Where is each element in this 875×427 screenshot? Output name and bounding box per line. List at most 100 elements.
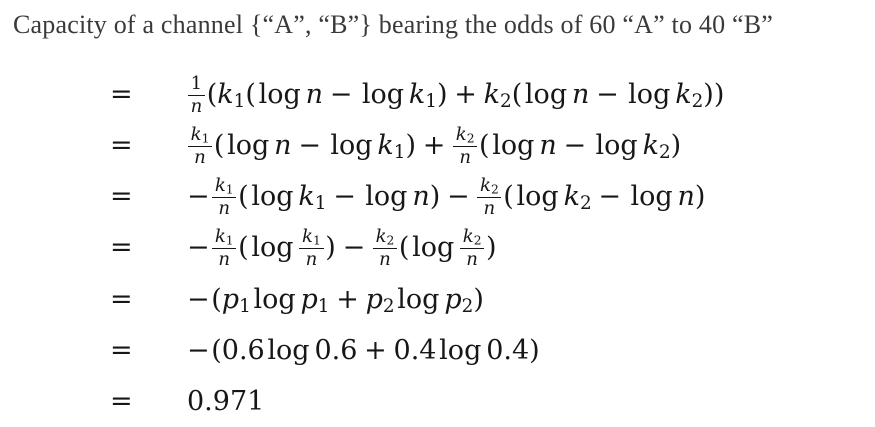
math-unary-minus: − — [187, 334, 210, 366]
math-operator: − — [342, 231, 366, 263]
math-text: 0.971 — [187, 385, 265, 417]
math-function: log — [251, 180, 294, 212]
subscript: 2 — [490, 182, 499, 197]
equation-rhs: − k1 n (log k1− log n) − k2 n (log k2− log n) — [187, 176, 705, 218]
equation-line: = − k1 n (log k1 n) − k2 n (log k2 n) — [110, 227, 497, 269]
math-variable: n — [305, 78, 324, 110]
fraction-denominator: n — [477, 198, 501, 219]
equation-rhs: 1 n (k1(log n − log k1) + k2(log n − log k2)) — [187, 74, 725, 116]
fraction-denominator: n — [212, 198, 236, 219]
math-function: log — [516, 180, 559, 212]
fraction: k2 n — [372, 225, 398, 270]
equation-line: = 0.971 — [110, 386, 264, 417]
fraction-denominator: n — [212, 249, 236, 270]
subscript: 1 — [425, 90, 437, 112]
math-function: log — [439, 334, 482, 366]
fraction-denominator: n — [460, 249, 484, 270]
math-variable: n — [194, 146, 206, 168]
math-function: log — [253, 283, 296, 315]
subscript: 1 — [314, 192, 327, 214]
math-variable: p1 — [221, 283, 251, 317]
math-variable: n — [677, 180, 695, 212]
equation-line: = 1 n (k1(log n − log k1) + k2(log n − log k2)) — [110, 74, 724, 116]
subscript: 1 — [393, 141, 406, 163]
math-operator: + — [454, 78, 477, 110]
math-variable: p2 — [365, 283, 395, 317]
math-text: ( — [213, 129, 225, 161]
subscript: 1 — [312, 233, 321, 248]
math-variable: k1 — [298, 180, 327, 214]
math-function: log — [524, 78, 568, 110]
math-function: log — [412, 231, 455, 263]
equation-rows: = 1 n (k1(log n − log k1) + k2(log n − log k2)) = k1 n (l… — [0, 70, 875, 427]
math-operator: + — [364, 334, 387, 366]
fraction-numerator: k1 — [187, 123, 213, 147]
math-unary-minus: − — [187, 180, 210, 212]
equals-sign: = — [110, 334, 133, 366]
equals-sign: = — [110, 180, 133, 212]
subscript: 2 — [386, 233, 395, 248]
math-text: ( — [479, 129, 490, 161]
fraction-numerator: k2 — [460, 227, 485, 249]
math-variable: n — [459, 146, 471, 168]
equation-rhs: − k1 n (log k1 n) − k2 n (log k2 n) — [187, 227, 497, 269]
fraction-numerator: k2 — [372, 225, 398, 249]
math-variable: k2 — [375, 225, 395, 248]
math-variable: n — [190, 95, 203, 117]
subscript: 1 — [233, 90, 246, 112]
equals-sign: = — [110, 385, 133, 417]
math-unary-minus: − — [187, 231, 210, 263]
math-text: 1 — [190, 72, 203, 94]
math-operator: − — [563, 129, 587, 161]
equation-rhs: −(p1log p1 + p2log p2) — [187, 283, 484, 317]
math-text: 0.6 — [314, 334, 358, 366]
math-function: log — [227, 129, 270, 161]
subscript: 1 — [201, 131, 210, 146]
equation-row-1: = 1 n (k1(log n − log k1) + k2(log n − log k2)) — [0, 70, 875, 121]
subscript: 2 — [691, 90, 704, 112]
math-text: ( — [511, 78, 523, 110]
fraction-denominator: n — [373, 249, 397, 270]
fraction: k1 n — [299, 225, 324, 269]
math-function: log — [267, 334, 310, 366]
fraction-numerator: k2 — [453, 123, 478, 147]
math-operator: + — [336, 283, 359, 315]
math-variable: n — [571, 78, 590, 110]
math-variable: k1 — [217, 78, 246, 112]
equation-row-5: = −(p1log p1 + p2log p2) — [0, 274, 875, 325]
equation-rhs: 0.971 — [187, 386, 264, 417]
math-text: ) — [405, 129, 417, 161]
equation-row-4: = − k1 n (log k1 n) − k2 n (log k2 n) — [0, 223, 875, 274]
math-operator: + — [422, 129, 446, 161]
math-variable: k2 — [455, 123, 475, 146]
math-text: ( — [503, 180, 514, 212]
math-variable: k1 — [302, 225, 321, 248]
fraction: k2 n — [460, 227, 485, 270]
equals-sign: = — [110, 283, 133, 315]
math-text: ) — [486, 231, 497, 263]
math-text: 0.4) — [486, 334, 540, 366]
math-function: log — [258, 78, 301, 110]
math-text: )) — [703, 78, 725, 110]
math-text: ) — [429, 180, 441, 212]
equation-line: = k1 n (log n − log k1) + k2 n (log n − log k2) — [110, 125, 681, 167]
page-title: Capacity of a channel {“A”, “B”} bearing… — [13, 10, 773, 39]
fraction: k1 n — [187, 123, 213, 168]
subscript: 2 — [579, 192, 592, 214]
math-variable: k1 — [190, 123, 210, 146]
math-variable: n — [483, 197, 496, 219]
math-function: log — [492, 129, 535, 161]
equation-block: = 1 n (k1(log n − log k1) + k2(log n − log k2)) = k1 n (l… — [0, 70, 875, 427]
math-text: ( — [398, 231, 410, 263]
math-function: log — [397, 283, 440, 315]
equation-line: = −(0.6log 0.6 +0.4log 0.4) — [110, 335, 540, 366]
math-text: ) — [436, 78, 448, 110]
math-function: log — [330, 129, 373, 161]
math-variable: k2 — [642, 129, 671, 163]
fraction: k2 n — [477, 176, 502, 219]
fraction-denominator: n — [188, 96, 205, 117]
math-operator: − — [333, 180, 356, 212]
fraction-numerator: k1 — [212, 227, 237, 249]
equation-rhs: k1 n (log n − log k1) + k2 n (log n − log k2) — [187, 125, 681, 167]
fraction: k2 n — [453, 123, 478, 168]
